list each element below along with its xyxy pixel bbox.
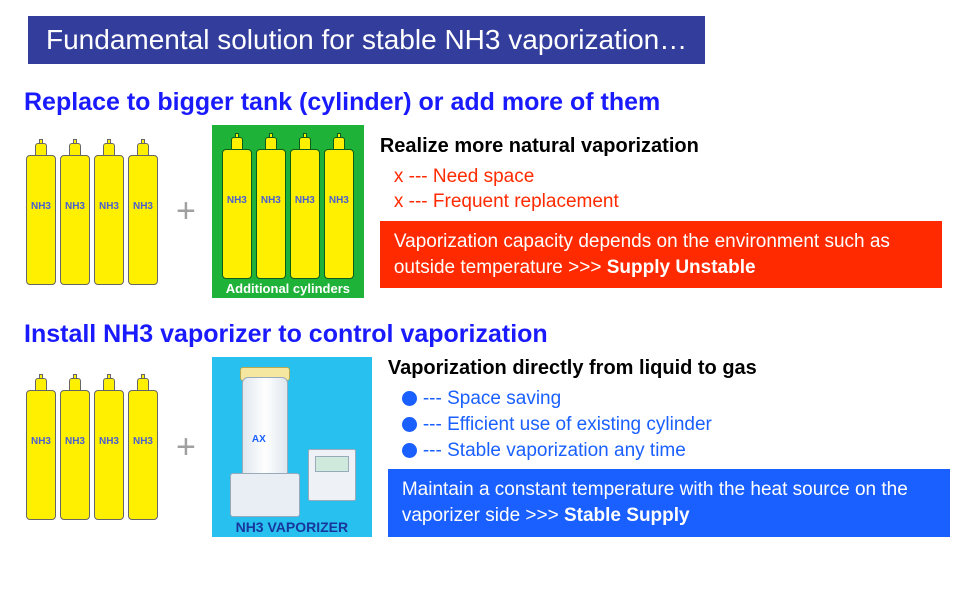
- pro-item: --- Space saving: [402, 386, 950, 412]
- section2-pros: --- Space saving --- Efficient use of ex…: [402, 386, 950, 463]
- section2-callout: Maintain a constant temperature with the…: [388, 469, 950, 536]
- cylinder-icon: NH3: [322, 133, 356, 279]
- section2-heading: Install NH3 vaporizer to control vaporiz…: [24, 320, 944, 349]
- dot-icon: [402, 417, 417, 432]
- cylinder-icon: NH3: [58, 374, 92, 520]
- cylinder-icon: NH3: [126, 139, 160, 285]
- vaporizer-caption: NH3 VAPORIZER: [236, 519, 349, 535]
- cylinder-icon: NH3: [24, 374, 58, 520]
- cylinder-icon: NH3: [24, 139, 58, 285]
- cylinder-icon: NH3: [58, 139, 92, 285]
- cylinder-icon: NH3: [288, 133, 322, 279]
- additional-cylinders-caption: Additional cylinders: [226, 281, 350, 296]
- plus-icon: +: [176, 192, 196, 231]
- cylinder-group-original: NH3 NH3 NH3 NH3: [24, 139, 160, 285]
- section2-subhead: Vaporization directly from liquid to gas: [388, 357, 950, 380]
- section1-heading: Replace to bigger tank (cylinder) or add…: [24, 88, 944, 117]
- cylinder-icon: NH3: [220, 133, 254, 279]
- con-item: x --- Need space: [394, 164, 944, 190]
- section1-subhead: Realize more natural vaporization: [380, 135, 944, 158]
- dot-icon: [402, 443, 417, 458]
- cylinder-icon: NH3: [254, 133, 288, 279]
- vaporizer-icon: AX: [222, 367, 362, 517]
- plus-icon: +: [176, 428, 196, 467]
- cylinder-icon: NH3: [126, 374, 160, 520]
- cylinder-icon: NH3: [92, 374, 126, 520]
- section-vaporizer: Install NH3 vaporizer to control vaporiz…: [16, 320, 944, 537]
- pro-item: --- Efficient use of existing cylinder: [402, 412, 950, 438]
- pro-item: --- Stable vaporization any time: [402, 438, 950, 464]
- cylinder-icon: NH3: [92, 139, 126, 285]
- section1-cons: x --- Need space x --- Frequent replacem…: [394, 164, 944, 215]
- section-bigger-tank: Replace to bigger tank (cylinder) or add…: [16, 88, 944, 298]
- section1-callout: Vaporization capacity depends on the env…: [380, 221, 942, 288]
- dot-icon: [402, 391, 417, 406]
- additional-cylinders-box: NH3 NH3 NH3 NH3 Additional cylinders: [212, 125, 364, 298]
- vaporizer-box: AX NH3 VAPORIZER: [212, 357, 372, 537]
- cylinder-group-existing: NH3 NH3 NH3 NH3: [24, 374, 160, 520]
- con-item: x --- Frequent replacement: [394, 189, 944, 215]
- title-banner: Fundamental solution for stable NH3 vapo…: [28, 16, 705, 64]
